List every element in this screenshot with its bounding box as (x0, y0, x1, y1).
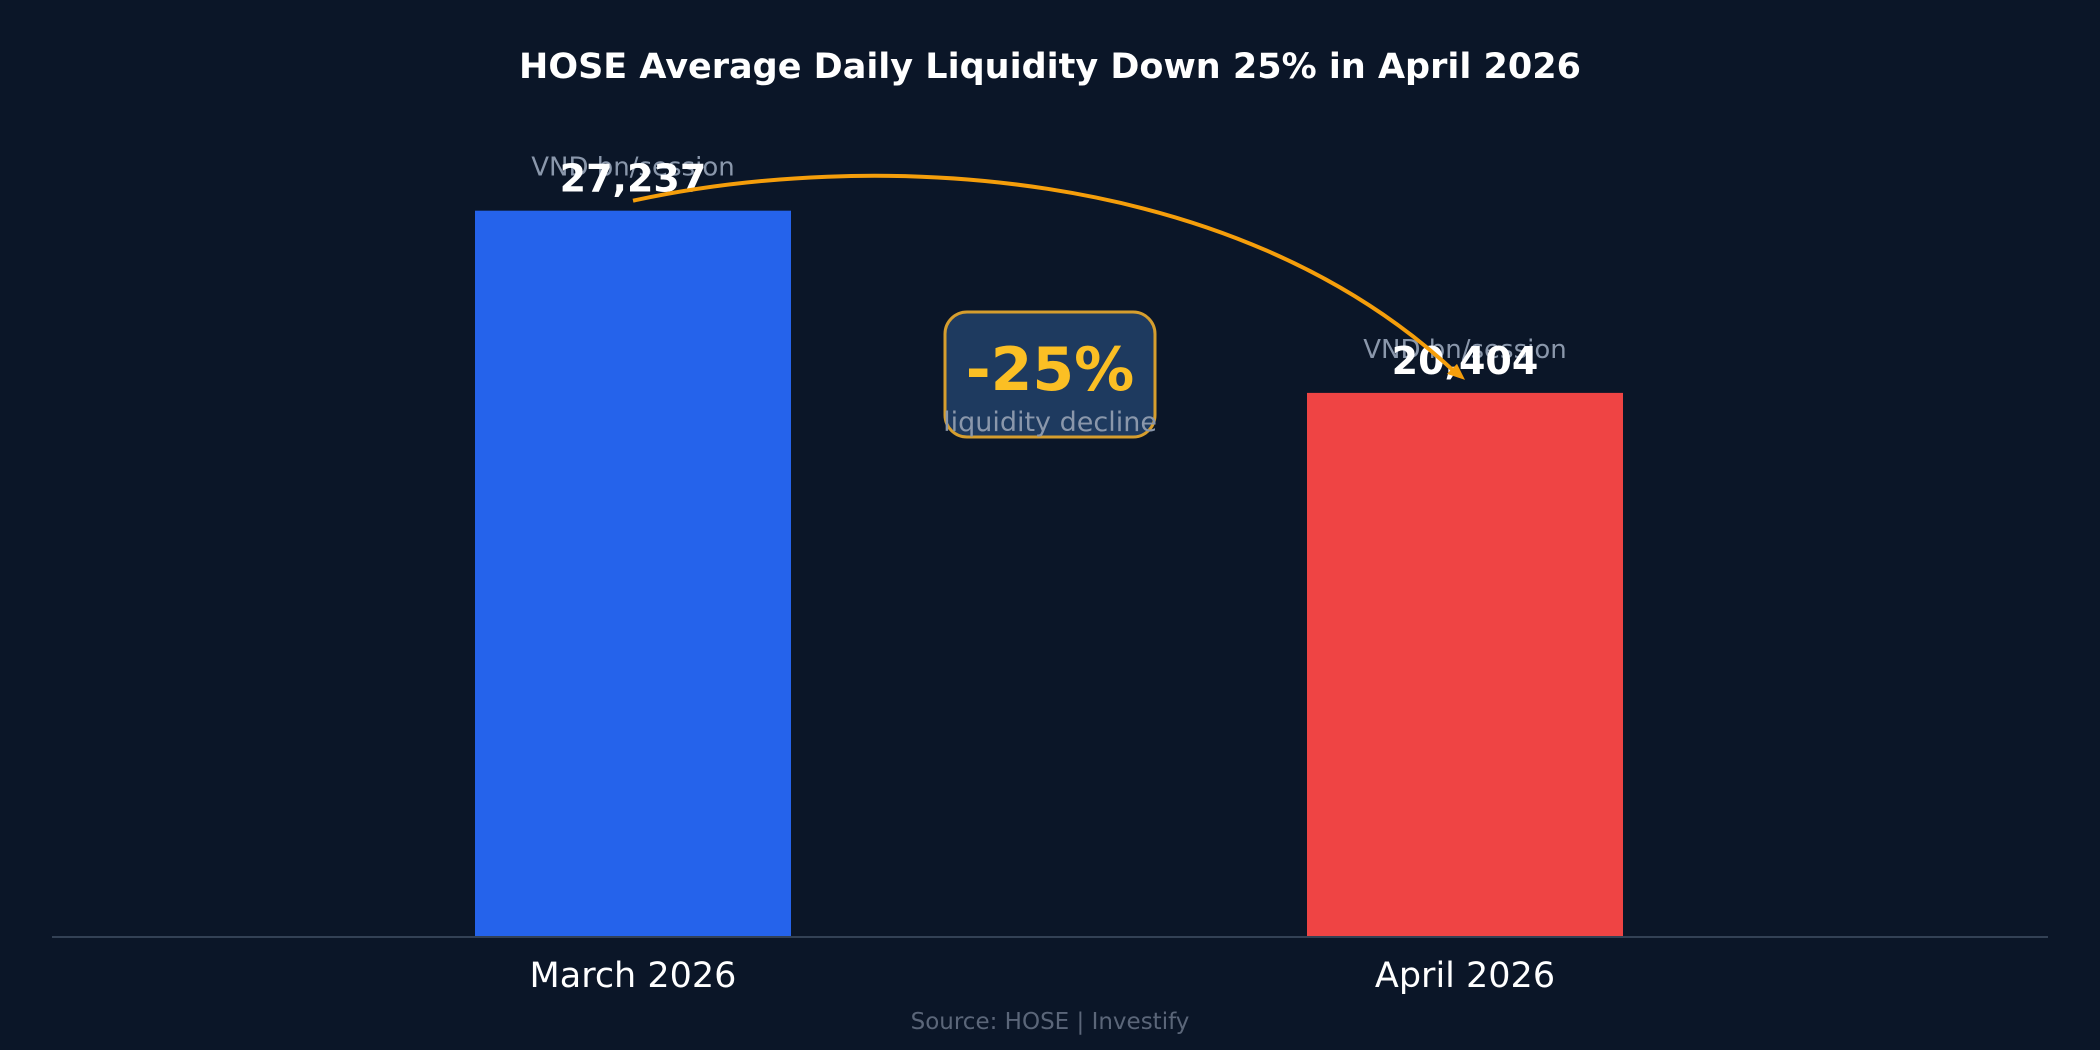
unit-label-march-2026: VND bn/session (531, 153, 735, 183)
category-label-april-2026: April 2026 (1375, 956, 1555, 996)
decline-badge: -25% liquidity decline (943, 310, 1157, 439)
decline-arrowhead (1447, 363, 1465, 380)
source-note: Source: HOSE | Investify (911, 1009, 1190, 1035)
value-label-april-2026: 20,404 (1392, 339, 1539, 383)
bars-layer (475, 210, 1623, 938)
chart-title: HOSE Average Daily Liquidity Down 25% in… (519, 47, 1581, 87)
category-label-march-2026: March 2026 (530, 956, 737, 996)
decline-arrow (632, 173, 1461, 378)
bar-april-2026 (1307, 392, 1623, 938)
bar-march-2026 (475, 210, 791, 937)
decline-badge-box (943, 310, 1157, 439)
decline-caption: liquidity decline (943, 407, 1157, 438)
decline-percent: -25% (966, 335, 1135, 405)
unit-label-april-2026: VND bn/session (1363, 335, 1567, 365)
value-label-march-2026: 27,237 (560, 157, 707, 201)
